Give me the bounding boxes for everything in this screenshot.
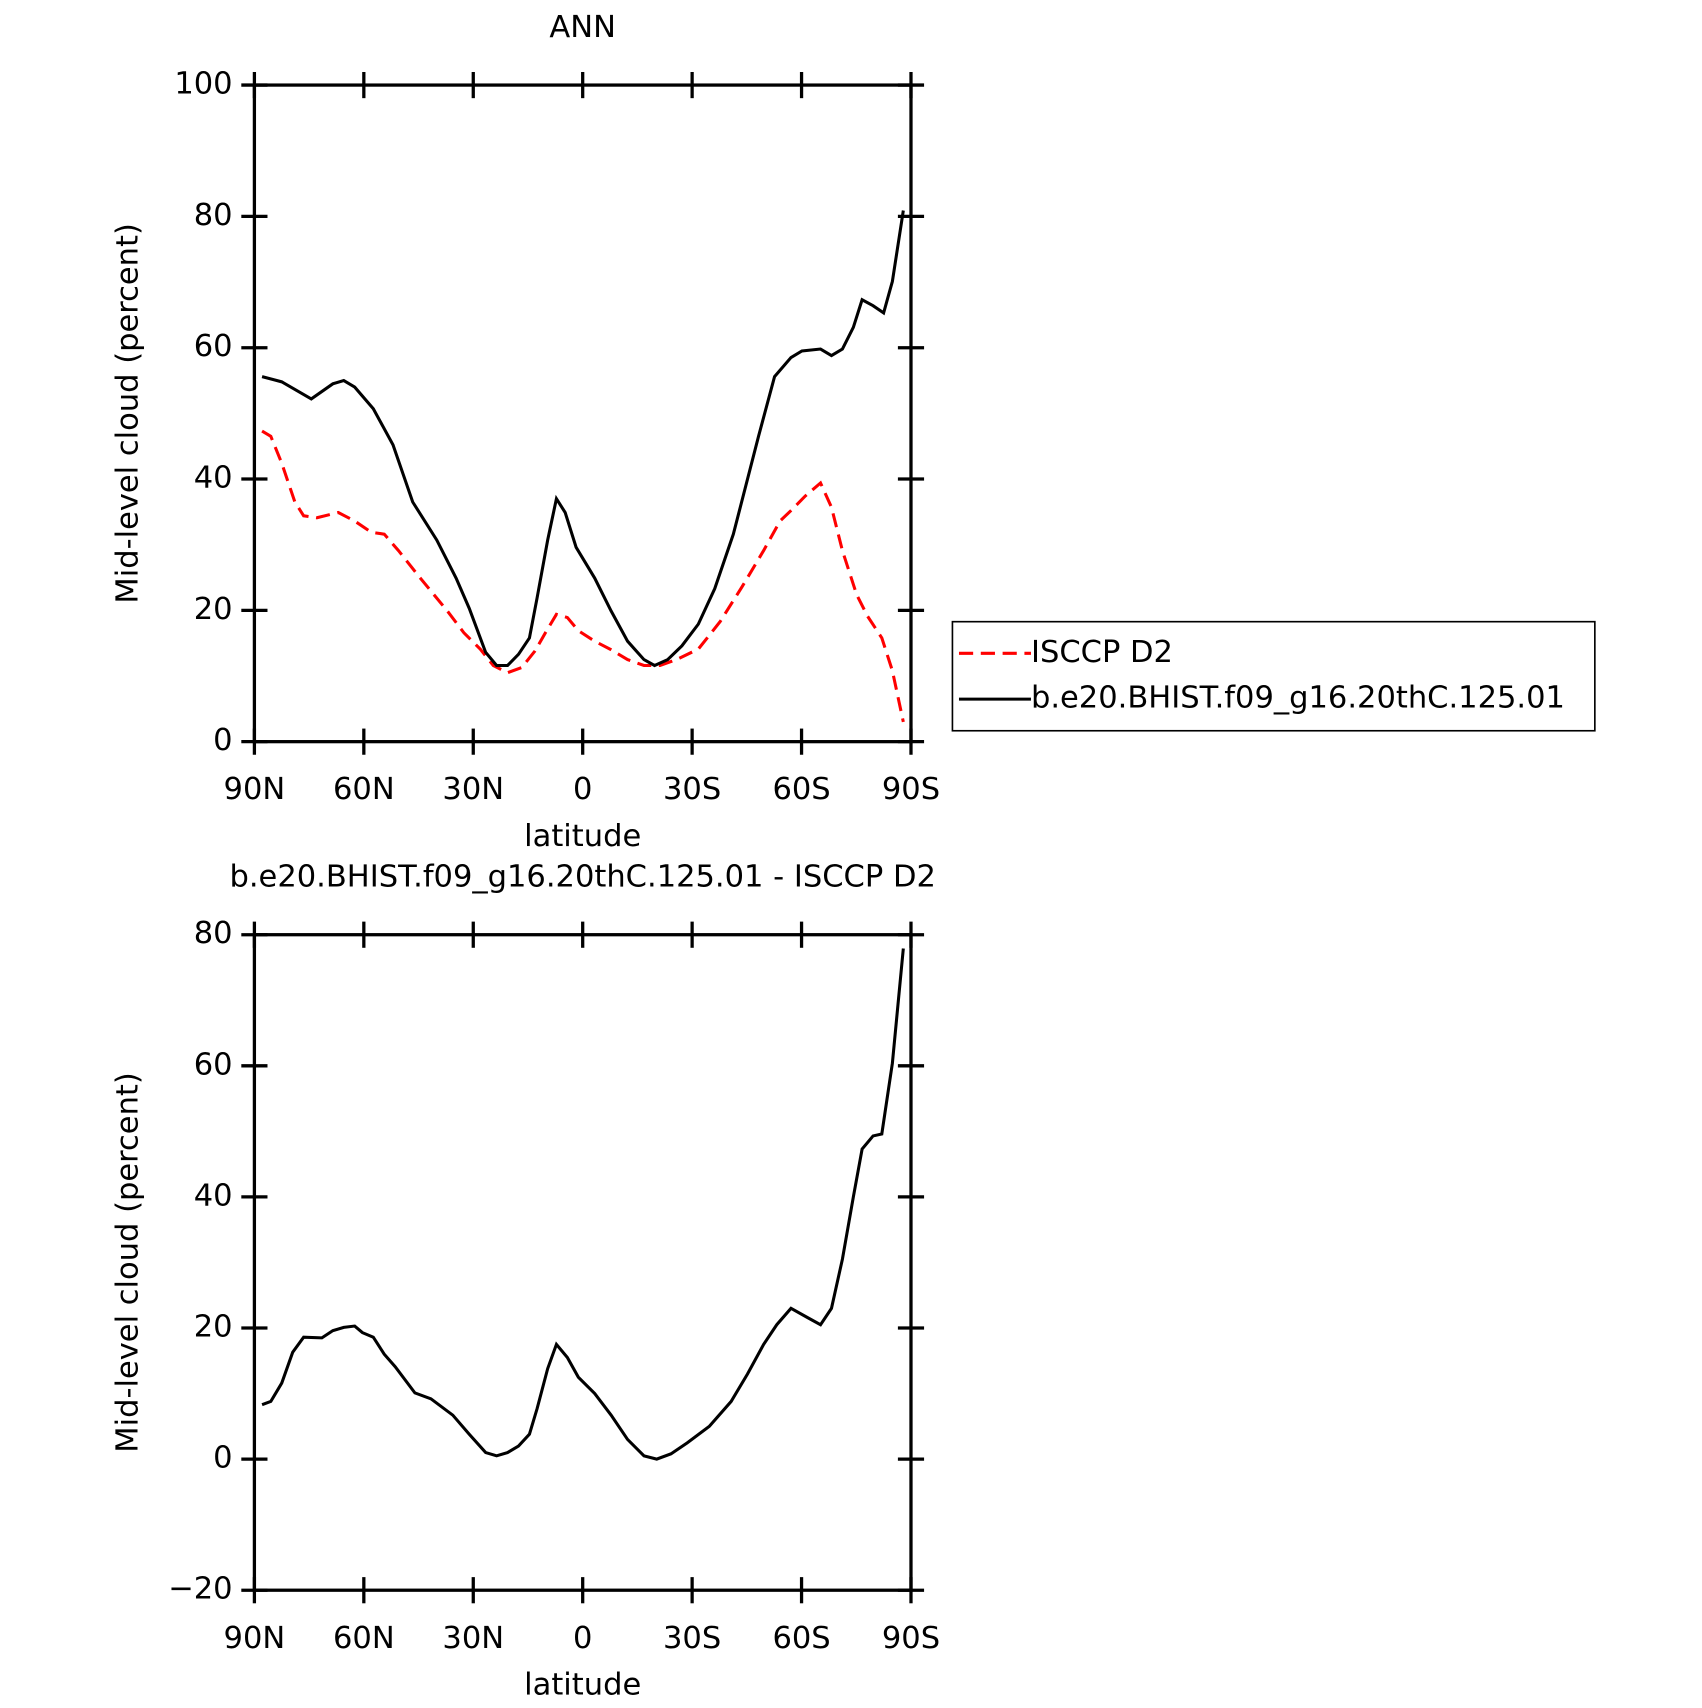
y-tick-label: 80: [194, 198, 233, 233]
x-tick-label: 0: [573, 1621, 592, 1656]
x-axis-label: latitude: [524, 1668, 641, 1703]
x-tick-label: 30N: [442, 772, 504, 807]
y-tick-label: 60: [194, 329, 233, 364]
x-tick-label: 60S: [772, 772, 830, 807]
y-tick-label: 80: [194, 916, 233, 951]
chart-title: b.e20.BHIST.f09_g16.20thC.125.01 - ISCCP…: [229, 859, 935, 894]
x-axis-label: latitude: [524, 819, 641, 854]
y-tick-label: 60: [194, 1047, 233, 1082]
data-line: [261, 429, 905, 723]
y-tick-label: 40: [194, 1178, 233, 1213]
x-tick-label: 30S: [663, 1621, 721, 1656]
legend-label: ISCCP D2: [1031, 635, 1173, 670]
y-tick-label: −20: [168, 1572, 232, 1607]
plot-frame: [252, 83, 913, 744]
panel: b.e20.BHIST.f09_g16.20thC.125.01 - ISCCP…: [110, 859, 940, 1702]
y-tick-label: 100: [174, 67, 232, 102]
chart-title: ANN: [549, 10, 616, 45]
data-line: [261, 948, 905, 1461]
x-tick-label: 30S: [663, 772, 721, 807]
plot-frame: [252, 933, 913, 1592]
y-tick-label: 0: [213, 1441, 232, 1476]
y-tick-label: 20: [194, 1310, 233, 1345]
legend-box: [951, 620, 1596, 732]
data-line: [261, 210, 905, 668]
y-axis-label: Mid-level cloud (percent): [110, 223, 145, 603]
x-tick-label: 90S: [882, 772, 940, 807]
y-axis-label: Mid-level cloud (percent): [110, 1072, 145, 1452]
x-tick-label: 60N: [333, 1621, 395, 1656]
y-tick-label: 20: [194, 592, 233, 627]
y-tick-label: 0: [213, 723, 232, 758]
x-tick-label: 90S: [882, 1621, 940, 1656]
y-tick-label: 40: [194, 461, 233, 496]
x-tick-label: 30N: [442, 1621, 504, 1656]
x-tick-label: 0: [573, 772, 592, 807]
x-tick-label: 90N: [224, 772, 286, 807]
x-tick-label: 60N: [333, 772, 395, 807]
legend-label: b.e20.BHIST.f09_g16.20thC.125.01: [1031, 681, 1565, 716]
x-tick-label: 90N: [224, 1621, 286, 1656]
panel: ANN latitude Mid-level cloud (percent) 0 20 4…: [110, 10, 1596, 854]
x-tick-label: 60S: [772, 1621, 830, 1656]
